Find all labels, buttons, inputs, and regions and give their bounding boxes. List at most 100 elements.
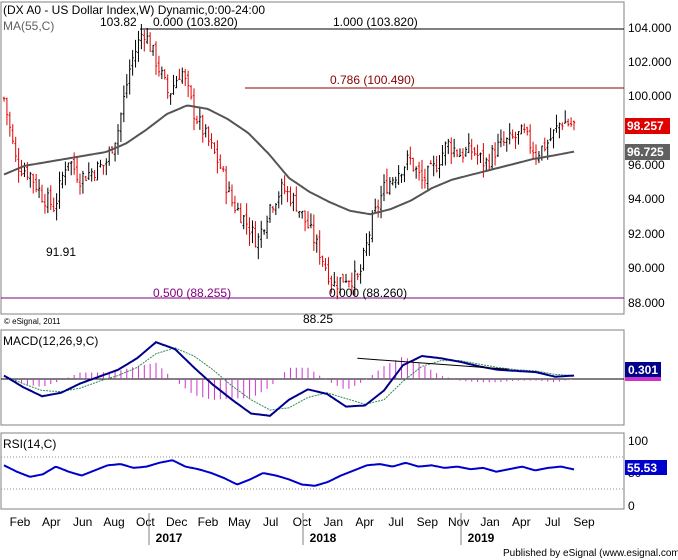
- price-candle: [435, 156, 438, 173]
- price-candle: [280, 178, 283, 205]
- y-tick: 92.000: [628, 227, 665, 241]
- price-candle: [461, 148, 465, 163]
- low-label-9191: 91.91: [46, 245, 76, 259]
- price-candle: [485, 157, 488, 173]
- price-candle: [67, 162, 70, 172]
- price-candle: [154, 41, 158, 75]
- price-candle: [458, 148, 462, 158]
- price-candle: [216, 140, 219, 174]
- price-candle: [5, 97, 9, 126]
- price-candle: [379, 185, 383, 219]
- x-tick-year: 2018: [310, 531, 337, 545]
- price-candle: [306, 211, 310, 229]
- price-candle: [303, 210, 307, 232]
- ma-value-tag: 96.725: [625, 144, 670, 160]
- price-candle: [37, 179, 41, 198]
- price-candle: [286, 185, 289, 203]
- price-panel: [0, 1, 625, 315]
- rsi-tick-0: 0: [628, 499, 635, 513]
- price-candle: [552, 129, 555, 149]
- price-candle: [122, 85, 126, 123]
- price-candle: [490, 145, 494, 169]
- price-candle: [49, 185, 52, 211]
- price-candle: [271, 205, 275, 213]
- price-candle: [184, 69, 187, 86]
- price-candle: [374, 198, 377, 214]
- fib-low-label: 0.000 (88.260): [329, 286, 407, 300]
- x-tick-month: Sep: [573, 515, 595, 529]
- price-candle: [52, 197, 55, 213]
- price-candle: [569, 117, 573, 127]
- x-tick-month: Oct: [293, 515, 312, 529]
- price-candle: [29, 171, 32, 188]
- price-candle: [61, 171, 64, 189]
- x-tick-month: Feb: [10, 515, 31, 529]
- price-candle: [96, 161, 99, 181]
- price-candle: [102, 164, 105, 175]
- publisher-credit: Published by eSignal (www.esignal.com): [503, 548, 678, 559]
- price-candle: [382, 174, 386, 202]
- price-candle: [397, 165, 400, 185]
- last-price-value: 98.257: [627, 119, 664, 133]
- price-candle: [414, 166, 418, 179]
- rsi-label: RSI(14,C): [3, 437, 56, 451]
- price-candle: [213, 142, 216, 154]
- price-candle: [517, 131, 520, 145]
- price-candle: [423, 168, 427, 189]
- x-tick-month: Sep: [417, 515, 439, 529]
- x-tick-month: Aug: [103, 515, 124, 529]
- price-candle: [368, 231, 371, 256]
- price-candle: [450, 137, 453, 165]
- price-candle: [344, 273, 348, 284]
- price-candle: [409, 146, 412, 165]
- price-candle: [572, 120, 576, 131]
- fib-500-label: 0.500 (88.255): [153, 286, 231, 300]
- price-candle: [438, 155, 441, 179]
- price-candle: [248, 217, 251, 246]
- ma-value: 96.725: [627, 145, 664, 159]
- price-candle: [403, 166, 406, 183]
- price-candle: [318, 230, 321, 265]
- y-tick: 96.000: [628, 158, 665, 172]
- rsi-panel: [0, 432, 625, 510]
- y-tick: 90.000: [628, 261, 665, 275]
- price-candle: [93, 169, 96, 182]
- price-candle: [131, 50, 134, 76]
- price-candle: [143, 29, 146, 52]
- price-candle: [70, 161, 73, 176]
- price-candle: [34, 173, 38, 193]
- price-candle: [470, 138, 473, 160]
- price-candle: [336, 276, 339, 300]
- price-candle: [388, 177, 392, 195]
- x-tick-month: Jun: [73, 515, 92, 529]
- price-candle: [429, 160, 432, 165]
- x-tick-month: Jan: [324, 515, 343, 529]
- price-candle: [479, 152, 482, 163]
- price-candle: [300, 210, 304, 219]
- price-candle: [204, 124, 207, 138]
- price-candle: [412, 157, 415, 172]
- price-candle: [55, 193, 58, 221]
- x-tick-month: Jul: [263, 515, 278, 529]
- y-tick: 102.000: [628, 55, 672, 69]
- price-candle: [528, 124, 532, 154]
- price-candle: [58, 171, 61, 209]
- price-candle: [315, 234, 318, 253]
- rsi-value-tag: 55.53: [625, 460, 667, 475]
- price-candle: [166, 74, 169, 99]
- price-candle: [116, 124, 120, 155]
- y-tick: 94.000: [628, 192, 665, 206]
- price-candle: [207, 126, 210, 146]
- price-candle: [447, 138, 450, 155]
- price-candle: [566, 118, 570, 127]
- price-candle: [227, 181, 231, 193]
- price-candle: [230, 184, 234, 207]
- price-candle: [233, 195, 237, 214]
- price-candle: [186, 70, 190, 98]
- price-candle: [219, 154, 222, 169]
- x-tick-month: Dec: [166, 515, 187, 529]
- price-candle: [514, 131, 517, 149]
- price-candle: [72, 152, 76, 175]
- x-tick-month: Feb: [198, 515, 219, 529]
- price-candle: [236, 202, 240, 211]
